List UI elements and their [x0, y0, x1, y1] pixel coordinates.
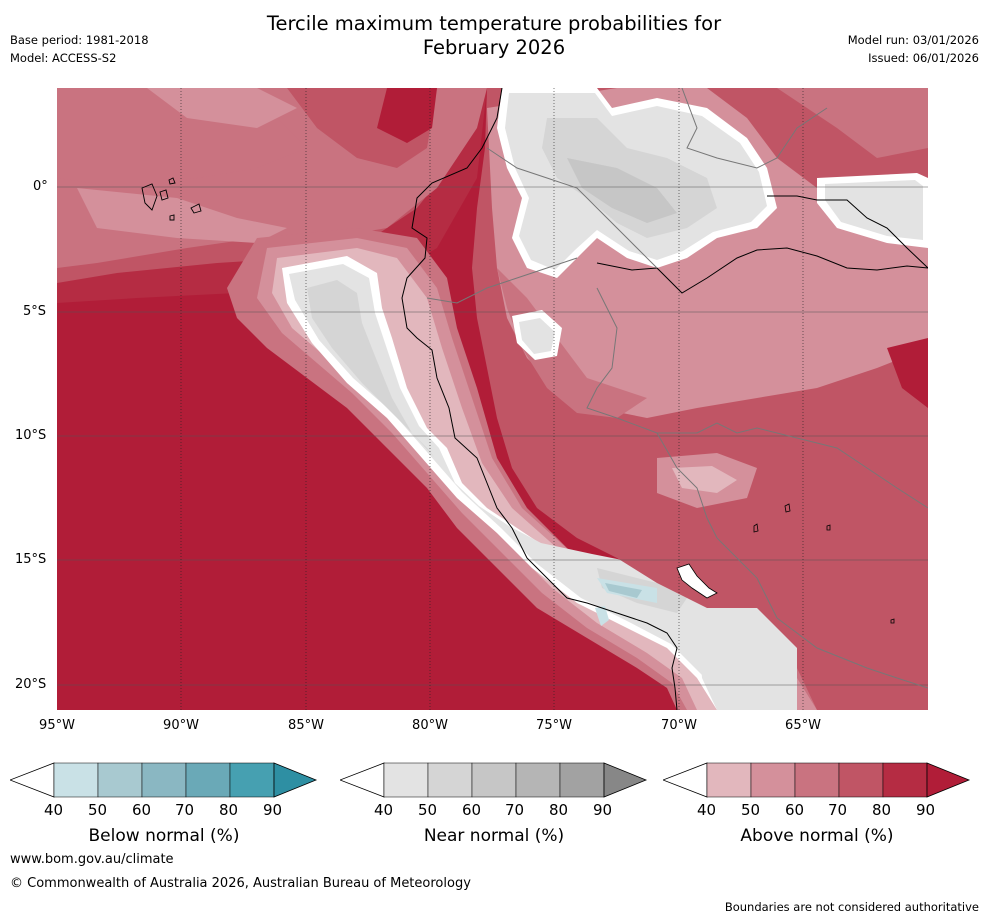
- west-coastline: [401, 88, 678, 710]
- colorbar-below: [8, 762, 318, 798]
- cb0-tick-60: 60: [132, 801, 152, 819]
- colorbar-below-svg: [8, 762, 318, 798]
- colorbar-above: [661, 762, 971, 798]
- colorbar-segment: [794, 762, 840, 798]
- cb0-tick-90: 90: [263, 801, 283, 819]
- land-patch-40: [672, 466, 737, 493]
- cb2-tick-40: 40: [697, 801, 717, 819]
- land-ne-60: [777, 88, 928, 158]
- title-line-2: February 2026: [422, 36, 566, 59]
- galapagos-islands: [141, 177, 202, 221]
- cb2-tick-90: 90: [916, 801, 936, 819]
- band-90-gulf: [377, 88, 437, 143]
- nn-inland-40: [519, 318, 555, 354]
- lat-label-5s: 5°S: [23, 304, 47, 319]
- copyright-text: © Commonwealth of Australia 2026, Austra…: [10, 876, 471, 891]
- lat-label-20s: 20°S: [15, 677, 47, 692]
- below-normal-label: Below normal (%): [88, 826, 240, 846]
- cb2-tick-70: 70: [828, 801, 848, 819]
- colorbar-segment: [559, 762, 605, 798]
- colorbar-segment: [750, 762, 796, 798]
- colorbar-min-extend: [338, 762, 385, 798]
- colorbar-segment: [838, 762, 884, 798]
- lon-label-65w: 65°W: [785, 718, 821, 733]
- colorbar-max-extend: [273, 762, 318, 798]
- band-60-nw: [57, 88, 307, 188]
- nn-amazon-60: [567, 158, 677, 223]
- band-50-north: [147, 88, 297, 128]
- colorbar-segment: [97, 762, 143, 798]
- cb0-tick-70: 70: [175, 801, 195, 819]
- cb0-tick-50: 50: [88, 801, 108, 819]
- colorbar-near: [338, 762, 648, 798]
- land-patch-90: [887, 338, 928, 408]
- coastal-band-40: [272, 248, 797, 710]
- cb2-tick-80: 80: [872, 801, 892, 819]
- issued-date: Issued: 06/01/2026: [868, 51, 979, 65]
- cb0-tick-40: 40: [44, 801, 64, 819]
- country-borders: [426, 88, 928, 689]
- map-title: Tercile maximum temperature probabilitie…: [0, 12, 988, 60]
- colorbar-max-extend: [603, 762, 648, 798]
- cb1-tick-80: 80: [549, 801, 569, 819]
- base-period: Base period: 1981-2018: [10, 33, 149, 47]
- website-link[interactable]: www.bom.gov.au/climate: [10, 852, 174, 867]
- small-lakes: [753, 503, 895, 624]
- lat-label-0: 0°: [33, 179, 48, 194]
- colorbar-above-svg: [661, 762, 971, 798]
- probability-map: [57, 88, 928, 710]
- lon-label-75w: 75°W: [536, 718, 572, 733]
- band-50-ocean: [77, 188, 287, 243]
- colorbar-below-ticks: 40 50 60 70 80 90: [10, 801, 318, 821]
- colorbar-near-svg: [338, 762, 648, 798]
- colorbar-above-ticks: 40 50 60 70 80 90: [663, 801, 971, 821]
- lon-label-95w: 95°W: [39, 718, 75, 733]
- below-normal-speck-3: [605, 583, 642, 598]
- lat-gridlines: [57, 186, 928, 686]
- colorbar-segment: [229, 762, 275, 798]
- colorbar-min-extend: [8, 762, 55, 798]
- below-normal-speck-1: [595, 606, 609, 626]
- north-coastline: [767, 195, 928, 269]
- colorbar-segment: [706, 762, 752, 798]
- cb1-tick-40: 40: [374, 801, 394, 819]
- cb1-tick-70: 70: [505, 801, 525, 819]
- colorbar-segment: [185, 762, 231, 798]
- lon-label-90w: 90°W: [163, 718, 199, 733]
- cb1-tick-50: 50: [418, 801, 438, 819]
- colorbar-segment: [427, 762, 473, 798]
- near-normal-label: Near normal (%): [423, 826, 565, 846]
- cb2-tick-60: 60: [785, 801, 805, 819]
- above-normal-label: Above normal (%): [740, 826, 894, 846]
- title-line-1: Tercile maximum temperature probabilitie…: [266, 12, 722, 35]
- lat-label-15s: 15°S: [15, 552, 47, 567]
- colorbar-near-ticks: 40 50 60 70 80 90: [340, 801, 648, 821]
- nn-altiplano-40: [697, 608, 797, 710]
- lake-titicaca: [676, 563, 718, 599]
- colorbar-segment: [882, 762, 928, 798]
- nn-east-40: [825, 180, 923, 240]
- near-normal-50: [307, 280, 435, 458]
- colorbar-segment: [53, 762, 99, 798]
- colorbar-segment: [471, 762, 517, 798]
- lon-label-70w: 70°W: [661, 718, 697, 733]
- colorbar-min-extend: [661, 762, 708, 798]
- cb2-tick-50: 50: [741, 801, 761, 819]
- colorbar-segment: [141, 762, 187, 798]
- cb1-tick-60: 60: [462, 801, 482, 819]
- colorbar-max-extend: [926, 762, 971, 798]
- colorbar-segment: [383, 762, 429, 798]
- boundary-disclaimer: Boundaries are not considered authoritat…: [724, 900, 979, 914]
- colorbar-segment: [515, 762, 561, 798]
- cb0-tick-80: 80: [219, 801, 239, 819]
- model-name: Model: ACCESS-S2: [10, 51, 117, 65]
- lon-label-85w: 85°W: [288, 718, 324, 733]
- map-svg: [57, 88, 928, 710]
- lat-label-10s: 10°S: [15, 428, 47, 443]
- cb1-tick-90: 90: [593, 801, 613, 819]
- model-run: Model run: 03/01/2026: [847, 33, 979, 47]
- amazon-river: [596, 247, 928, 294]
- lon-label-80w: 80°W: [412, 718, 448, 733]
